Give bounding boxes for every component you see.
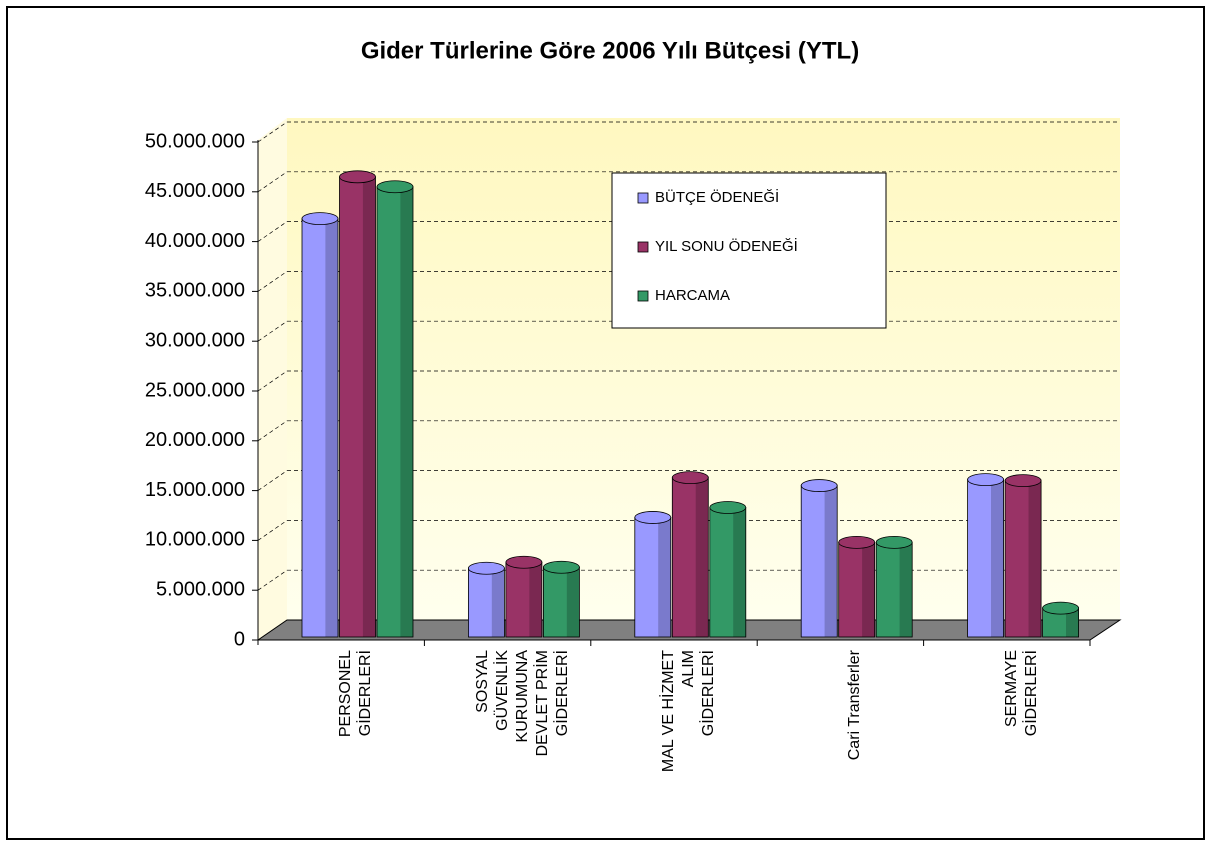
bar	[467, 561, 505, 638]
bar-shade	[1028, 480, 1042, 637]
grid-line	[257, 221, 288, 242]
bar	[634, 511, 672, 638]
y-tick-label: 30.000.000	[145, 329, 245, 351]
bar	[967, 473, 1004, 638]
y-tick-label: 25.000.000	[145, 379, 245, 401]
bar-body	[376, 186, 414, 638]
bar-shade	[325, 218, 338, 638]
x-tick-label: MAL VE HİZMET ALIM GİDERLERİ	[660, 650, 717, 773]
bar	[838, 535, 876, 638]
x-tick-label: Cari Transferler	[846, 650, 864, 761]
legend-label: BÜTÇE ÖDENEĞİ	[655, 188, 779, 206]
bar-body	[875, 541, 913, 638]
bar-shade	[400, 186, 413, 637]
y-tick-label: 45.000.000	[145, 180, 245, 202]
bar	[671, 471, 709, 638]
bar-body	[838, 541, 876, 638]
chart-title: Gider Türlerine Göre 2006 Yılı Bütçesi (…	[361, 37, 859, 64]
bar-shade	[529, 562, 542, 637]
bar	[339, 170, 376, 638]
bar	[875, 535, 913, 638]
y-tick-label: 40.000.000	[145, 230, 245, 252]
legend-label: HARCAMA	[655, 287, 730, 304]
bar-body	[671, 477, 709, 638]
y-tick-label: 35.000.000	[145, 280, 245, 302]
grid-line	[257, 470, 288, 491]
bar-top	[339, 170, 376, 184]
bar-shade	[695, 477, 709, 637]
grid-line	[257, 271, 288, 292]
grid-line	[257, 520, 288, 541]
bar-top	[505, 555, 543, 569]
bar-body	[467, 567, 505, 638]
bar-body	[505, 561, 543, 638]
grid-line	[257, 569, 288, 591]
grid-line	[257, 171, 288, 193]
bar-top	[671, 471, 709, 485]
y-tick-label: 15.000.000	[145, 479, 245, 501]
bar-top	[1042, 601, 1079, 615]
y-tick-label: 20.000.000	[145, 429, 245, 451]
y-tick-label: 50.000.000	[145, 130, 245, 152]
back-wall	[287, 118, 1120, 620]
side-wall	[258, 118, 287, 640]
bar-shade	[862, 542, 875, 637]
legend-label: YIL SONU ÖDENEĞİ	[655, 237, 798, 255]
bar	[543, 560, 580, 638]
x-tick-label: SERMAYE GİDERLERİ	[1002, 650, 1040, 737]
grid-line	[257, 320, 288, 342]
bar-body	[543, 566, 580, 638]
bar-top	[838, 535, 876, 549]
bar-top	[376, 180, 414, 194]
y-tick-label: 10.000.000	[145, 529, 245, 551]
legend	[611, 172, 887, 329]
bar-top	[543, 560, 580, 574]
legend-swatch	[637, 192, 649, 204]
bar	[709, 501, 747, 638]
bar-top	[634, 511, 672, 524]
bar	[1004, 474, 1042, 638]
bar-shade	[658, 517, 671, 637]
bar-shade	[824, 485, 838, 637]
bar	[376, 180, 414, 638]
bar-top	[301, 212, 339, 226]
bar-top	[875, 535, 913, 549]
bar	[800, 479, 838, 638]
bar-top	[709, 501, 747, 514]
bar	[301, 212, 339, 638]
legend-swatch	[637, 241, 649, 253]
bar-top	[800, 479, 838, 492]
grid-line	[257, 370, 288, 392]
x-tick-label: SOSYAL GÜVENLİK KURUMUNA DEVLET PRİM GİD…	[473, 650, 571, 757]
grid-line	[257, 121, 288, 143]
bar-shade	[991, 479, 1004, 637]
bar-shade	[566, 567, 580, 637]
bar-top	[467, 561, 505, 575]
y-tick-label: 0	[234, 628, 245, 650]
bar	[1042, 601, 1079, 638]
bar-shade	[733, 507, 746, 637]
bar-shade	[899, 542, 913, 637]
bar-shade	[362, 176, 376, 637]
x-tick-label: PERSONEL GİDERLERİ	[337, 650, 375, 738]
bar-shade	[1066, 608, 1079, 637]
bar-top	[1004, 474, 1042, 488]
bar-body	[339, 176, 376, 638]
y-tick-label: 5.000.000	[156, 578, 245, 600]
bar	[505, 555, 543, 638]
bar-body	[967, 479, 1004, 638]
bar-top	[967, 473, 1004, 487]
bar-shade	[491, 568, 505, 637]
bar-body	[634, 517, 672, 638]
bar-body	[800, 485, 838, 638]
grid-line	[257, 420, 288, 442]
legend-swatch	[637, 290, 649, 302]
bar-body	[709, 507, 747, 638]
bar-body	[301, 218, 339, 638]
